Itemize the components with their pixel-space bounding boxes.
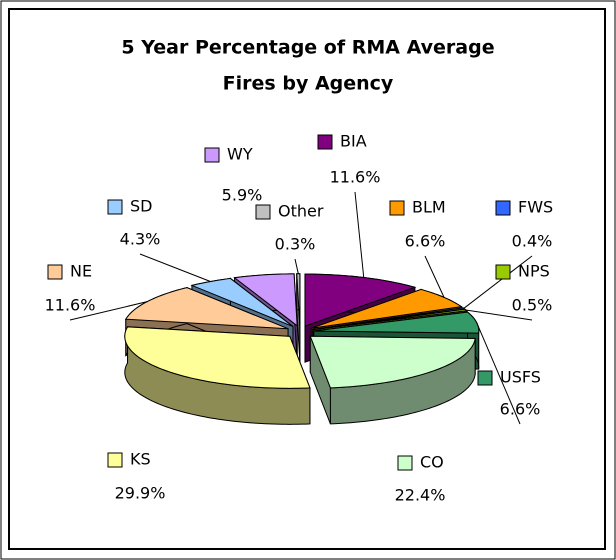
legend-swatch: [397, 455, 413, 471]
category-label: BIA: [340, 132, 367, 151]
category-label: FWS: [518, 198, 553, 217]
slice-top: [124, 326, 311, 389]
legend-swatch: [204, 147, 220, 163]
slice-top: [233, 273, 298, 327]
leader-line: [476, 322, 521, 425]
leader-line: [463, 255, 533, 309]
value-label: 0.5%: [512, 296, 553, 315]
leader-line: [69, 301, 148, 321]
value-label: 4.3%: [120, 230, 161, 249]
leader-line: [139, 253, 211, 282]
slice-top: [190, 277, 294, 328]
leader-line: [465, 309, 533, 321]
category-label: NE: [70, 262, 92, 281]
slice-top: [124, 287, 289, 330]
legend-swatch: [107, 199, 123, 215]
slice-top: [309, 335, 476, 389]
chart-title: 5 Year Percentage of RMA Average: [121, 37, 494, 59]
value-label: 6.6%: [405, 232, 446, 251]
value-label: 29.9%: [115, 484, 166, 503]
category-label: WY: [227, 145, 253, 164]
value-label: 11.6%: [45, 296, 96, 315]
slice-top: [296, 273, 301, 326]
category-label: SD: [130, 197, 152, 216]
legend-swatch: [477, 370, 493, 386]
category-label: NPS: [518, 262, 550, 281]
legend-swatch: [255, 204, 271, 220]
value-label: 5.9%: [222, 186, 263, 205]
value-label: 0.4%: [512, 232, 553, 251]
slice-top: [313, 311, 480, 334]
category-label: USFS: [500, 368, 541, 387]
category-label: CO: [420, 453, 444, 472]
leader-line: [294, 258, 299, 274]
pie-slice: [124, 326, 311, 425]
category-label: KS: [130, 450, 151, 469]
value-label: 11.6%: [330, 168, 381, 187]
value-label: 0.3%: [275, 235, 316, 254]
leader-line: [354, 191, 365, 278]
category-label: BLM: [412, 198, 446, 217]
legend-swatch: [107, 452, 123, 468]
leader-line: [424, 255, 445, 298]
legend-swatch: [495, 200, 511, 216]
legend-swatch: [47, 264, 63, 280]
legend-swatch: [317, 134, 333, 150]
category-label: Other: [278, 202, 324, 221]
value-label: 6.6%: [500, 400, 541, 419]
pie-slice: [309, 335, 476, 425]
chart-title: Fires by Agency: [223, 73, 394, 95]
legend-swatch: [389, 200, 405, 216]
value-label: 22.4%: [395, 486, 446, 505]
legend-swatch: [495, 264, 511, 280]
